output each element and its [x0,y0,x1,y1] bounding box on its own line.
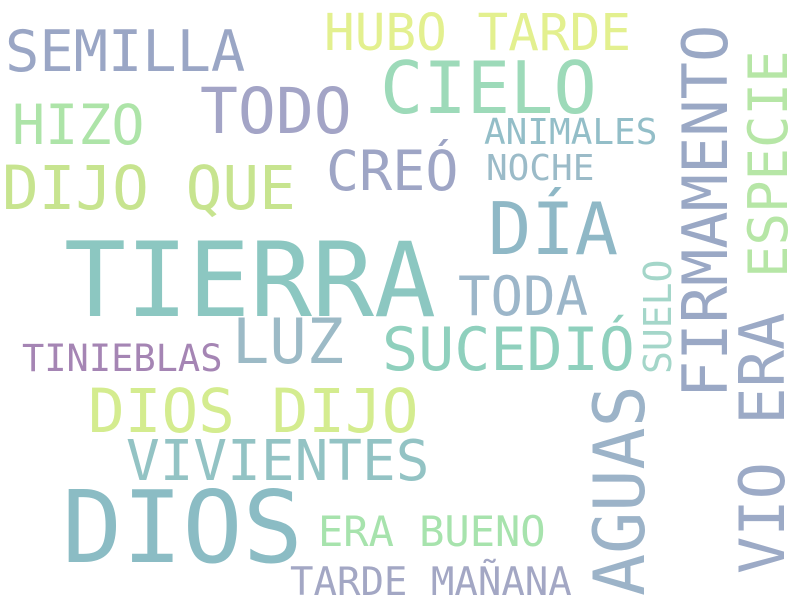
word-todo: TODO [200,75,352,148]
word-dia: DÍA [488,187,619,271]
word-creo: CREÓ [326,139,459,203]
word-luz: LUZ [232,305,344,378]
word-sucedio: SUCEDIÓ [382,315,635,385]
word-dios: DIOS [62,469,303,586]
word-noche: NOCHE [486,148,595,189]
word-cielo: CIELO [380,46,597,130]
word-animales: ANIMALES [484,112,658,153]
word-tarde-manana: TARDE MAÑANA [290,560,572,605]
word-hubo-tarde: HUBO TARDE [324,4,632,63]
word-especie: ESPECIE [737,50,800,278]
word-suelo: SUELO [636,259,680,374]
word-era-bueno: ERA BUENO [318,507,546,556]
word-dijo-que: DIJO QUE [2,153,296,224]
word-hizo: HIZO [12,93,145,157]
word-toda: TODA [458,265,589,328]
word-semilla: SEMILLA [5,19,246,85]
word-tierra: TIERRA [64,221,437,341]
word-aguas: AGUAS [579,385,661,596]
word-dios-dijo: DIOS DIJO [88,376,419,447]
word-tinieblas: TINIEBLAS [22,337,223,380]
word-vivientes: VIVIENTES [126,429,430,494]
word-vio-era: VIO ERA [726,312,799,574]
